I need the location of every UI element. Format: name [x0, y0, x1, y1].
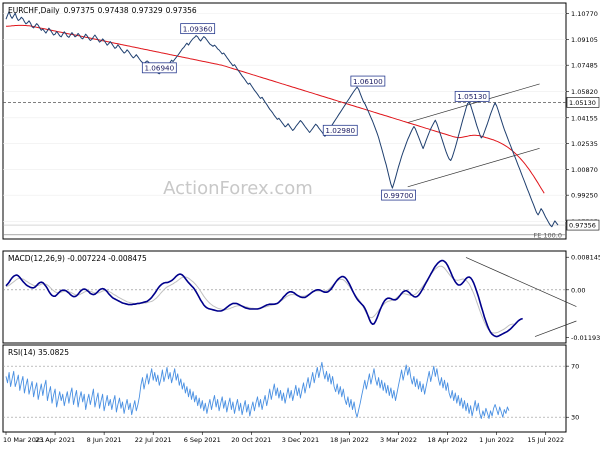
price-pane-title: EURCHF,Daily 0.97375 0.97438 0.97329 0.97356 [8, 6, 197, 15]
rsi-y-axis: 70 30 [566, 363, 579, 422]
price-title: EURCHF,Daily [8, 6, 60, 15]
macd-y-tick-label: -0.011936 [571, 334, 600, 342]
price-horizontal-levels [3, 101, 566, 236]
price-annotation-box [180, 23, 216, 35]
channel-lower-line [407, 147, 540, 188]
price-ohlc-close: 0.97356 [166, 6, 197, 15]
channel-upper-line [407, 83, 540, 123]
macd-trendline [534, 320, 577, 337]
rsi-pane-title: RSI(14) 35.0825 [8, 348, 69, 357]
price-annotation-box [454, 90, 490, 102]
price-y-tick-label: 1.05820 [571, 88, 598, 96]
macd-trendline [465, 257, 577, 307]
price-channel-lines [407, 83, 540, 188]
price-ohlc-open: 0.97375 [64, 6, 95, 15]
fe-level-label: FE 100.0 [533, 231, 562, 239]
macd-y-axis: 0.008145 0.00 -0.011936 [566, 254, 600, 342]
macd-trendlines [465, 257, 577, 337]
price-line [5, 11, 559, 228]
price-annotation-label: 1.06100 [353, 77, 383, 86]
macd-pane-title: MACD(12,26,9) -0.007224 -0.008475 [8, 254, 147, 263]
price-annotation-label: 1.02980 [325, 126, 355, 135]
x-tick-label: 18 Apr 2022 [427, 436, 467, 444]
price-annotation-label: 0.99700 [384, 191, 414, 200]
rsi-pane-frame [2, 344, 567, 433]
price-y-tick-label: 1.02535 [571, 140, 598, 148]
price-annotations: 1.09360 1.06940 1.06100 1.05130 1.02980 0.997… [141, 23, 490, 201]
price-series-layer [5, 11, 559, 228]
macd-line [5, 259, 523, 338]
x-tick-label: 15 Jul 2022 [527, 436, 564, 444]
price-y-tick-label: 1.04155 [571, 114, 598, 122]
price-annotation-label: 1.05130 [457, 92, 487, 101]
x-tick-label: 20 Oct 2021 [231, 436, 271, 444]
price-annotation-box [322, 124, 358, 136]
price-y-tick-label: 0.99250 [571, 192, 598, 200]
rsi-y-tick-label: 30 [571, 414, 579, 422]
current-price-axis-box [566, 219, 600, 231]
rsi-series-layer [5, 361, 510, 419]
x-tick-label: 23 Apr 2021 [35, 436, 75, 444]
price-annotation-label: 1.09360 [183, 24, 213, 33]
watermark: ActionForex.com [163, 178, 313, 199]
price-annotation-box [141, 62, 177, 74]
x-tick-label: 3 Mar 2022 [380, 436, 417, 444]
price-y-tick-label: 1.10770 [571, 10, 598, 18]
macd-series-layer [5, 259, 523, 338]
price-ohlc-high: 0.97438 [98, 6, 129, 15]
x-tick-label: 3 Dec 2021 [282, 436, 319, 444]
x-tick-label: 8 Jun 2021 [87, 436, 122, 444]
price-y-axis: 1.10770 1.09105 1.07485 1.05820 1.04155 1.025… [533, 10, 600, 239]
rsi-line [5, 361, 510, 419]
macd-y-tick-label: 0.008145 [571, 254, 600, 262]
price-y-tick-label: 1.00870 [571, 166, 598, 174]
price-annotation-label: 1.06940 [144, 64, 174, 73]
price-annotation-box [381, 189, 416, 201]
current-price-axis-label: 0.97356 [569, 222, 596, 230]
x-tick-label: 18 Jan 2022 [330, 436, 369, 444]
rsi-y-tick-label: 70 [571, 363, 579, 371]
rsi-grid-lines [3, 365, 566, 418]
x-tick-label: 22 Jul 2021 [135, 436, 172, 444]
price-y-tick-label: 1.09105 [571, 36, 598, 44]
price-annotation-box [350, 75, 386, 87]
x-tick-label: 10 Mar 2021 [3, 436, 44, 444]
x-tick-label: 1 Jun 2022 [479, 436, 514, 444]
price-pane-frame [2, 2, 567, 240]
x-tick-label: 6 Sep 2021 [184, 436, 221, 444]
price-ohlc-low: 0.97329 [132, 6, 163, 15]
macd-y-tick-label: 0.00 [571, 286, 585, 294]
resistance-axis-label: 1.05130 [569, 99, 596, 107]
resistance-axis-box [566, 97, 600, 108]
moving-average-line [6, 24, 545, 194]
price-y-tick-label: 1.07485 [571, 62, 598, 70]
